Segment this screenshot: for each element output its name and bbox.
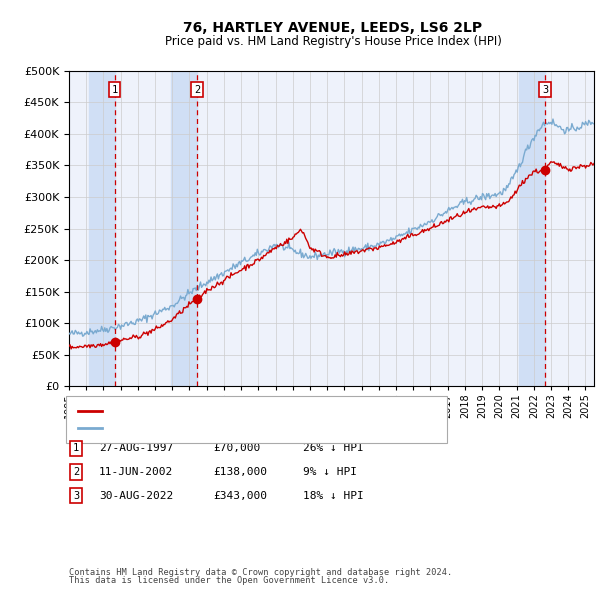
Text: 30-AUG-2022: 30-AUG-2022 xyxy=(99,491,173,500)
Text: Price paid vs. HM Land Registry's House Price Index (HPI): Price paid vs. HM Land Registry's House … xyxy=(164,35,502,48)
Text: 2: 2 xyxy=(73,467,79,477)
Text: 9% ↓ HPI: 9% ↓ HPI xyxy=(303,467,357,477)
Text: £343,000: £343,000 xyxy=(213,491,267,500)
Text: 27-AUG-1997: 27-AUG-1997 xyxy=(99,444,173,453)
Text: Contains HM Land Registry data © Crown copyright and database right 2024.: Contains HM Land Registry data © Crown c… xyxy=(69,568,452,577)
Text: This data is licensed under the Open Government Licence v3.0.: This data is licensed under the Open Gov… xyxy=(69,576,389,585)
Text: 1: 1 xyxy=(112,85,118,95)
Text: £70,000: £70,000 xyxy=(213,444,260,453)
Text: 26% ↓ HPI: 26% ↓ HPI xyxy=(303,444,364,453)
Text: 11-JUN-2002: 11-JUN-2002 xyxy=(99,467,173,477)
Text: 3: 3 xyxy=(542,85,548,95)
Text: £138,000: £138,000 xyxy=(213,467,267,477)
Text: 1: 1 xyxy=(73,444,79,453)
Text: 76, HARTLEY AVENUE, LEEDS, LS6 2LP (detached house): 76, HARTLEY AVENUE, LEEDS, LS6 2LP (deta… xyxy=(105,406,398,416)
Text: 3: 3 xyxy=(73,491,79,500)
Text: 2: 2 xyxy=(194,85,200,95)
Bar xyxy=(171,71,197,386)
Text: 76, HARTLEY AVENUE, LEEDS, LS6 2LP: 76, HARTLEY AVENUE, LEEDS, LS6 2LP xyxy=(184,21,482,35)
Text: 18% ↓ HPI: 18% ↓ HPI xyxy=(303,491,364,500)
Bar xyxy=(89,71,115,386)
Bar xyxy=(519,71,545,386)
Text: HPI: Average price, detached house, Leeds: HPI: Average price, detached house, Leed… xyxy=(105,423,328,433)
